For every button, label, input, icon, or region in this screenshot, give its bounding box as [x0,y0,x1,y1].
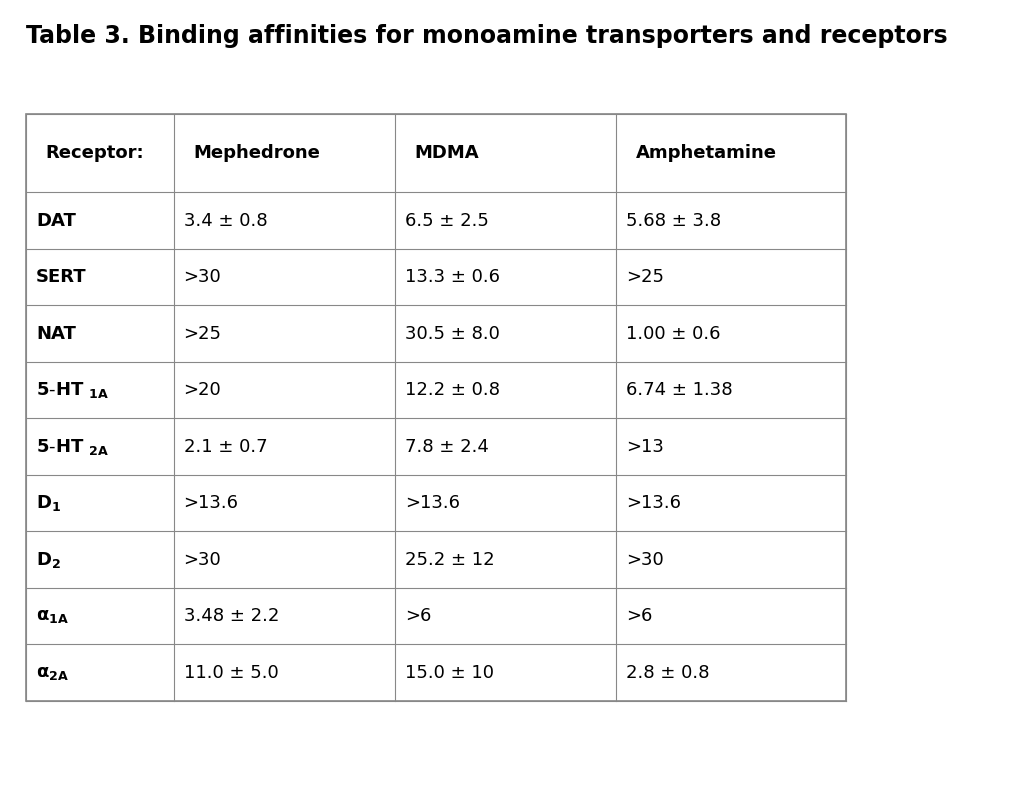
Text: >25: >25 [183,325,221,342]
FancyBboxPatch shape [27,114,846,701]
Text: 30.5 ± 8.0: 30.5 ± 8.0 [404,325,500,342]
Text: 2.1 ± 0.7: 2.1 ± 0.7 [183,438,267,455]
Text: >13.6: >13.6 [627,495,681,512]
Text: $\mathbf{\alpha_{1A}}$: $\mathbf{\alpha_{1A}}$ [36,608,69,625]
Text: 3.48 ± 2.2: 3.48 ± 2.2 [183,608,279,625]
Text: >6: >6 [627,608,652,625]
Text: $\mathbf{5}$-$\mathbf{HT}$ $\mathbf{_{1A}}$: $\mathbf{5}$-$\mathbf{HT}$ $\mathbf{_{1A… [36,380,109,400]
Text: >30: >30 [183,551,221,568]
Text: >25: >25 [627,268,665,286]
Text: 6.5 ± 2.5: 6.5 ± 2.5 [404,212,488,229]
Text: >20: >20 [183,382,221,399]
Text: $\mathbf{D_2}$: $\mathbf{D_2}$ [36,550,60,570]
Text: DAT: DAT [36,212,76,229]
Text: >13.6: >13.6 [183,495,239,512]
Text: NAT: NAT [36,325,76,342]
Text: >30: >30 [627,551,664,568]
Text: 7.8 ± 2.4: 7.8 ± 2.4 [404,438,488,455]
Text: 1.00 ± 0.6: 1.00 ± 0.6 [627,325,721,342]
Text: 6.74 ± 1.38: 6.74 ± 1.38 [627,382,733,399]
Text: SERT: SERT [36,268,87,286]
Text: Mephedrone: Mephedrone [194,144,321,162]
Text: Table 3. Binding affinities for monoamine transporters and receptors: Table 3. Binding affinities for monoamin… [27,24,948,48]
Text: >6: >6 [404,608,431,625]
Text: $\mathbf{5}$-$\mathbf{HT}$ $\mathbf{_{2A}}$: $\mathbf{5}$-$\mathbf{HT}$ $\mathbf{_{2A… [36,436,109,457]
Text: 12.2 ± 0.8: 12.2 ± 0.8 [404,382,500,399]
Text: >30: >30 [183,268,221,286]
Text: $\mathbf{D_1}$: $\mathbf{D_1}$ [36,493,61,513]
Text: 11.0 ± 5.0: 11.0 ± 5.0 [183,664,279,681]
Text: MDMA: MDMA [415,144,479,162]
Text: Amphetamine: Amphetamine [636,144,777,162]
Text: >13: >13 [627,438,665,455]
Text: 25.2 ± 12: 25.2 ± 12 [404,551,495,568]
Text: Receptor:: Receptor: [46,144,144,162]
Text: 5.68 ± 3.8: 5.68 ± 3.8 [627,212,722,229]
Text: 3.4 ± 0.8: 3.4 ± 0.8 [183,212,267,229]
Text: 2.8 ± 0.8: 2.8 ± 0.8 [627,664,710,681]
Text: >13.6: >13.6 [404,495,460,512]
Text: 15.0 ± 10: 15.0 ± 10 [404,664,494,681]
Text: $\mathbf{\alpha_{2A}}$: $\mathbf{\alpha_{2A}}$ [36,664,69,681]
Text: 13.3 ± 0.6: 13.3 ± 0.6 [404,268,500,286]
